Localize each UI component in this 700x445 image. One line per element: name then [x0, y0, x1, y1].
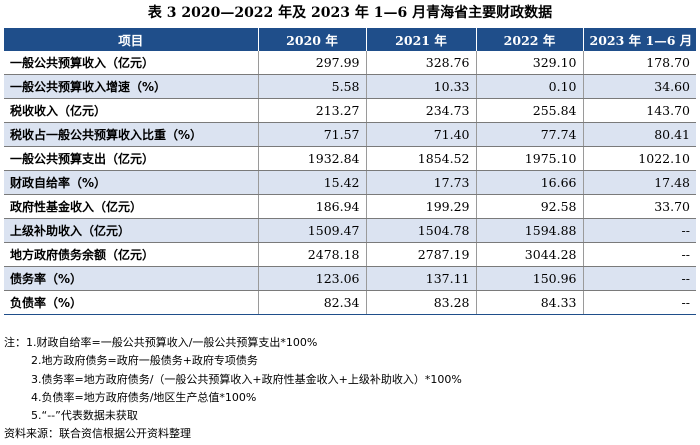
table-cell: 17.48 [583, 170, 696, 195]
table-cell: -- [583, 266, 696, 291]
table-cell: 137.11 [366, 266, 477, 291]
column-header-2021: 2021 年 [366, 28, 477, 51]
table-cell: 10.33 [366, 74, 477, 99]
table-cell: 82.34 [258, 290, 367, 315]
table-cell: 17.73 [366, 170, 477, 195]
column-header-item: 项目 [4, 28, 259, 51]
column-header-2022: 2022 年 [476, 28, 584, 51]
table-cell: 0.10 [476, 74, 584, 99]
row-label: 一般公共预算收入（亿元） [4, 51, 259, 75]
table-row: 债务率（%） 123.06 137.11 150.96 -- [4, 266, 696, 291]
table-cell: 2478.18 [258, 242, 367, 267]
table-cell: 329.10 [476, 51, 584, 75]
row-label: 地方政府债务余额（亿元） [4, 242, 259, 267]
table-cell: 297.99 [258, 51, 367, 75]
note-line: 注：1.财政自给率=一般公共预算收入/一般公共预算支出*100% [4, 336, 318, 349]
row-label: 负债率（%） [4, 290, 259, 315]
table-notes: 注：1.财政自给率=一般公共预算收入/一般公共预算支出*100% 2.地方政府债… [4, 334, 696, 444]
table-cell: 92.58 [476, 194, 584, 219]
row-label: 税收占一般公共预算收入比重（%） [4, 122, 259, 147]
table-cell: 178.70 [583, 51, 696, 75]
table-row: 税收占一般公共预算收入比重（%） 71.57 71.40 77.74 80.41 [4, 122, 696, 147]
table-cell: 234.73 [366, 98, 477, 123]
row-label: 一般公共预算支出（亿元） [4, 146, 259, 171]
table-cell: 71.40 [366, 122, 477, 147]
table-cell: 186.94 [258, 194, 367, 219]
table-cell: 16.66 [476, 170, 584, 195]
note-line: 3.债务率=地方政府债务/（一般公共预算收入+政府性基金收入+上级补助收入）*1… [31, 372, 462, 386]
table-row: 负债率（%） 82.34 83.28 84.33 -- [4, 290, 696, 315]
table-header-row: 项目 2020 年 2021 年 2022 年 2023 年 1—6 月 [4, 28, 696, 51]
note-line: 4.负债率=地方政府债务/地区生产总值*100% [31, 390, 257, 404]
row-label: 债务率（%） [4, 266, 259, 291]
table-cell: 1932.84 [258, 146, 367, 171]
table-cell: 33.70 [583, 194, 696, 219]
row-label: 税收收入（亿元） [4, 98, 259, 123]
table-cell: 77.74 [476, 122, 584, 147]
table-row: 一般公共预算收入（亿元） 297.99 328.76 329.10 178.70 [4, 51, 696, 75]
table-cell: 1504.78 [366, 218, 477, 243]
table-cell: 1975.10 [476, 146, 584, 171]
table-row: 一般公共预算支出（亿元） 1932.84 1854.52 1975.10 102… [4, 146, 696, 171]
table-cell: 80.41 [583, 122, 696, 147]
table-cell: 1594.88 [476, 218, 584, 243]
table-title: 表 3 2020—2022 年及 2023 年 1—6 月青海省主要财政数据 [147, 5, 553, 21]
table-cell: 255.84 [476, 98, 584, 123]
row-label: 一般公共预算收入增速（%） [4, 74, 259, 99]
table-cell: 199.29 [366, 194, 477, 219]
table-row: 政府性基金收入（亿元） 186.94 199.29 92.58 33.70 [4, 194, 696, 219]
table-cell: -- [583, 290, 696, 315]
table-cell: 213.27 [258, 98, 367, 123]
row-label: 财政自给率（%） [4, 170, 259, 195]
table-cell: 1509.47 [258, 218, 367, 243]
table-cell: 34.60 [583, 74, 696, 99]
table-row: 税收收入（亿元） 213.27 234.73 255.84 143.70 [4, 98, 696, 123]
table-cell: 328.76 [366, 51, 477, 75]
table-cell: 2787.19 [366, 242, 477, 267]
table-cell: -- [583, 218, 696, 243]
table-cell: 1854.52 [366, 146, 477, 171]
column-header-2020: 2020 年 [258, 28, 367, 51]
table-row: 上级补助收入（亿元） 1509.47 1504.78 1594.88 -- [4, 218, 696, 243]
table-cell: 5.58 [258, 74, 367, 99]
table-cell: 15.42 [258, 170, 367, 195]
table-cell: 143.70 [583, 98, 696, 123]
table-row: 一般公共预算收入增速（%） 5.58 10.33 0.10 34.60 [4, 74, 696, 99]
table-cell: -- [583, 242, 696, 267]
table-cell: 150.96 [476, 266, 584, 291]
row-label: 政府性基金收入（亿元） [4, 194, 259, 219]
table-cell: 84.33 [476, 290, 584, 315]
fiscal-data-table: 项目 2020 年 2021 年 2022 年 2023 年 1—6 月 一般公… [4, 28, 696, 315]
column-header-2023h1: 2023 年 1—6 月 [583, 28, 696, 51]
table-row: 地方政府债务余额（亿元） 2478.18 2787.19 3044.28 -- [4, 242, 696, 267]
table-row: 财政自给率（%） 15.42 17.73 16.66 17.48 [4, 170, 696, 195]
table-cell: 123.06 [258, 266, 367, 291]
table-cell: 83.28 [366, 290, 477, 315]
table-cell: 71.57 [258, 122, 367, 147]
table-cell: 1022.10 [583, 146, 696, 171]
note-line: 2.地方政府债务=政府一般债务+政府专项债务 [31, 354, 258, 368]
note-line: 5.“--”代表数据未获取 [31, 409, 138, 423]
source-line: 资料来源：联合资信根据公开资料整理 [4, 427, 191, 441]
table-cell: 3044.28 [476, 242, 584, 267]
row-label: 上级补助收入（亿元） [4, 218, 259, 243]
